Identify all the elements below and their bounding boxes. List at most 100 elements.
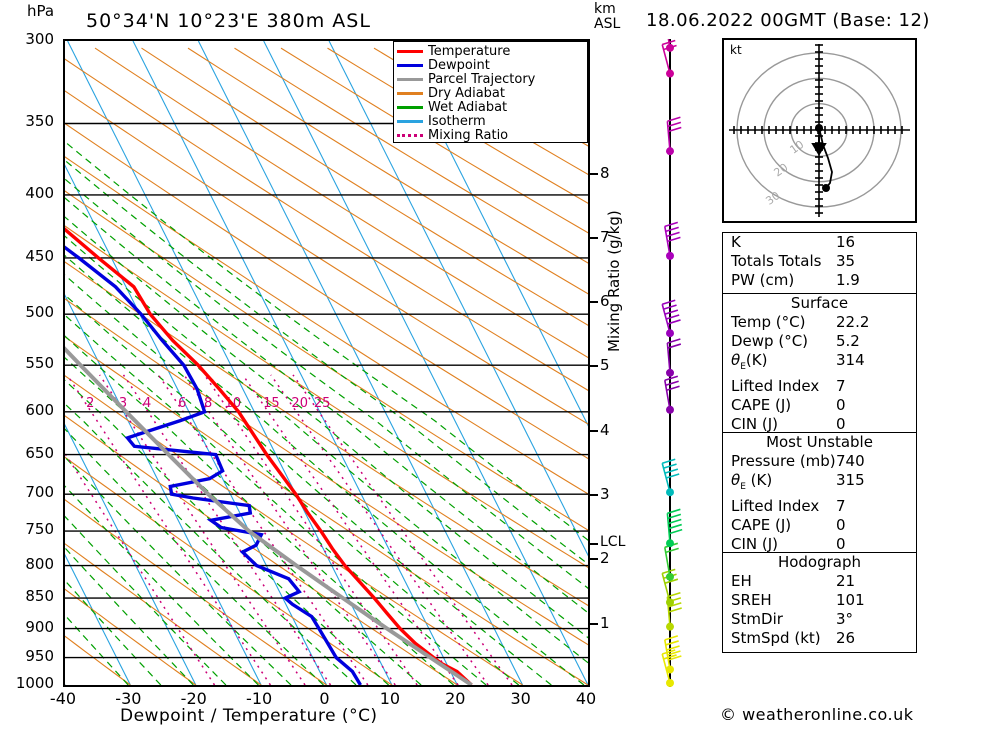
dry-adiabat-line: [187, 47, 588, 295]
info-row-label: PW (cm): [731, 271, 795, 289]
info-row-value: 0: [836, 396, 846, 414]
dry-adiabat-line: [65, 58, 588, 391]
dry-adiabat-line: [94, 47, 588, 359]
profile-parcel-trajectory: [65, 346, 473, 685]
hodograph-trace: 10 20 30: [729, 44, 910, 217]
profile-temperature: [65, 227, 473, 685]
dry-adiabat-line: [65, 190, 588, 531]
wind-barbs: [661, 13, 683, 687]
wet-adiabat-line: [65, 216, 588, 639]
wind-barb: [666, 338, 682, 373]
pressure-tick-label: 450: [25, 246, 54, 265]
info-row-label: θE (K): [731, 471, 773, 492]
temperature-tick-label: 10: [379, 689, 401, 708]
wet-adiabat-line: [65, 335, 454, 685]
isotherm-line: [65, 294, 262, 685]
hodograph-unit-label: kt: [730, 43, 742, 57]
info-row-value: 22.2: [836, 313, 870, 331]
wind-barb: [666, 116, 682, 152]
info-row-label: CAPE (J): [731, 396, 792, 414]
legend-item: Wet Adiabat: [397, 100, 584, 114]
xaxis-title: Dewpoint / Temperature (°C): [120, 706, 378, 726]
info-row: StmDir 3°: [723, 610, 916, 629]
isotherm-line: [65, 553, 131, 685]
mixing-ratio-line: [183, 374, 396, 685]
info-row-value: 740: [836, 452, 865, 470]
info-row-label: Temp (°C): [731, 313, 806, 331]
info-row: EH 21: [723, 572, 916, 591]
hodograph-ring-label: 30: [763, 189, 782, 208]
info-row: Dewp (°C) 5.2: [723, 332, 916, 351]
legend-swatch: [397, 49, 423, 53]
info-row-label: Totals Totals: [731, 252, 822, 270]
mixing-ratio-line: [242, 374, 459, 685]
indices-panel: K 16 Totals Totals 35 PW (cm) 1.9: [722, 232, 917, 294]
height-tick-label: 4: [600, 420, 610, 439]
legend-swatch: [397, 105, 423, 109]
dry-adiabat-line: [373, 47, 588, 175]
mixing-ratio-line: [292, 374, 513, 685]
info-row-value: 7: [836, 497, 846, 515]
wind-barb: [664, 221, 681, 257]
legend-item: Temperature: [397, 44, 584, 58]
isotherm-line: [394, 41, 588, 427]
temperature-tick-label: 40: [575, 689, 597, 708]
mixing-ratio-label: 25: [314, 396, 331, 411]
hodograph-stats-panel: Hodograph EH 21 SREH 101 StmDir 3° StmSpd (kt) 2…: [722, 552, 917, 653]
pressure-tick-label: 600: [25, 400, 54, 419]
info-row: K 16: [723, 233, 916, 252]
profile-dewpoint: [65, 245, 362, 685]
mixing-ratio-label: 20: [291, 396, 308, 411]
wet-adiabat-line: [65, 515, 227, 685]
legend-label: Dewpoint: [428, 57, 490, 73]
copyright-label: © weatheronline.co.uk: [720, 705, 914, 724]
height-tick-label: 5: [600, 356, 610, 375]
dry-adiabat-line: [65, 375, 523, 685]
legend-label: Mixing Ratio: [428, 127, 509, 143]
info-row-label: StmSpd (kt): [731, 629, 821, 647]
isotherm-line: [65, 164, 327, 685]
legend-item: Parcel Trajectory: [397, 72, 584, 86]
info-row-value: 5.2: [836, 332, 860, 350]
pressure-unit-label: hPa: [27, 2, 55, 20]
info-row: CIN (J) 0: [723, 535, 916, 554]
info-row: Temp (°C) 22.2: [723, 313, 916, 332]
lcl-tick-mark: [590, 543, 598, 545]
info-row-value: 101: [836, 591, 865, 609]
legend-swatch: [397, 133, 423, 137]
hodograph-wind-trace: [818, 127, 833, 189]
hodograph-point: [815, 124, 823, 132]
info-row-label: Dewp (°C): [731, 332, 809, 350]
pressure-tick-label: 300: [25, 30, 54, 48]
info-row-label: Lifted Index: [731, 497, 820, 515]
mixing-ratio-line: [270, 374, 489, 685]
mixing-ratio-label: 8: [204, 396, 212, 411]
isotherm-line: [65, 424, 197, 685]
wet-adiabat-line: [65, 547, 194, 685]
skewt-diagram: 2 3 4 6 8 10 15 20 25: [65, 41, 588, 685]
dry-adiabat-line: [513, 47, 588, 92]
height-tick-label: 8: [600, 163, 610, 182]
isotherm-line: [197, 41, 524, 685]
legend-label: Temperature: [428, 43, 511, 59]
temperature-tick-label: 30: [510, 689, 531, 708]
temperature-tick-label: -20: [180, 689, 207, 708]
pressure-tick-label: 350: [25, 112, 54, 131]
mixing-ratio-line: [98, 374, 306, 685]
skewt-panel: hPa 50°34'N 10°23'E 380m ASL km ASL 2 3 4 6…: [16, 2, 626, 727]
info-row-value: 315: [836, 471, 865, 489]
dry-adiabat-line: [65, 499, 327, 685]
height-tick-mark: [590, 172, 598, 175]
legend-label: Parcel Trajectory: [428, 71, 536, 87]
wind-barb-column: [640, 13, 700, 687]
info-row-label: Lifted Index: [731, 377, 820, 395]
storm-motion-arrow: [811, 135, 827, 156]
dry-adiabat-line: [65, 225, 588, 568]
info-row-label: θE(K): [731, 351, 768, 372]
info-row-label: StmDir: [731, 610, 783, 628]
legend-label: Wet Adiabat: [428, 99, 508, 115]
info-row-value: 35: [836, 252, 856, 270]
wet-adiabat-line: [65, 614, 129, 685]
info-row-value: 0: [836, 535, 846, 553]
info-row: θE (K) 315: [723, 471, 916, 497]
